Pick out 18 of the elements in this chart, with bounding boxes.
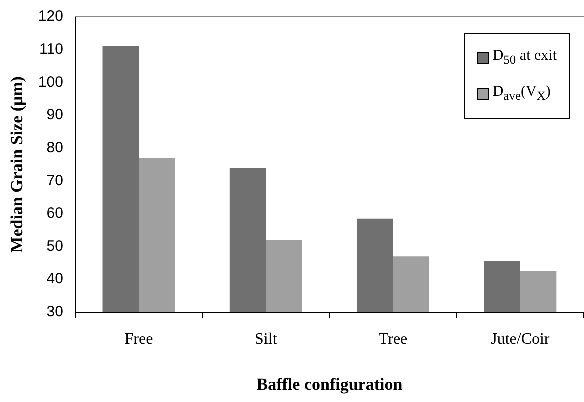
y-tick-label: 60 xyxy=(46,205,64,222)
y-tick-label: 70 xyxy=(46,172,64,190)
y-tick-label: 90 xyxy=(46,106,64,124)
y-tick-label: 100 xyxy=(38,74,64,91)
x-tick-label: Tree xyxy=(378,331,408,348)
y-tick-label: 50 xyxy=(46,238,64,255)
y-tick-label: 110 xyxy=(40,40,64,58)
x-axis-title: Baffle configuration xyxy=(256,375,404,394)
x-tick-label: Silt xyxy=(255,331,278,348)
y-tick-label: 40 xyxy=(46,270,64,288)
x-tick-label: Free xyxy=(124,331,154,348)
legend-label: D$_{ave}$(V$_{X}$) xyxy=(492,83,551,105)
y-tick-label: 80 xyxy=(46,139,64,156)
y-tick-label: 120 xyxy=(38,8,64,26)
x-tick-label: Jute/Coir xyxy=(491,331,550,348)
legend-label: D$_{50}$ at exit xyxy=(492,47,557,69)
y-tick-label: 30 xyxy=(46,304,64,321)
y-axis-title: Median Grain Size (μm) xyxy=(8,76,27,253)
